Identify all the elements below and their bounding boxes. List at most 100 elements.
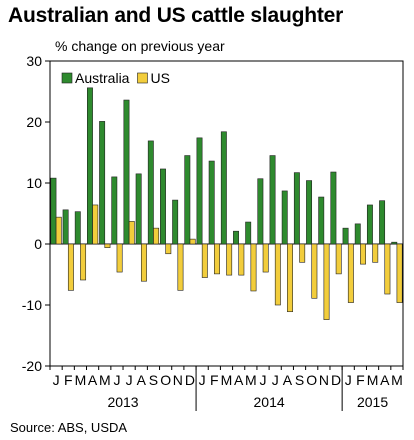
us-bar [287, 243, 293, 313]
y-axis-unit-label: % change on previous year [55, 38, 225, 54]
month-label: M [245, 372, 257, 388]
legend-swatch-australia [61, 72, 73, 84]
australia-bar [257, 178, 264, 245]
us-bar [226, 243, 233, 276]
australia-bar [160, 168, 166, 245]
month-label: J [126, 372, 133, 388]
y-tick-label: -20 [22, 358, 42, 374]
month-label: J [272, 372, 279, 388]
y-tick-label: 20 [26, 114, 42, 130]
month-label: A [88, 372, 98, 388]
us-bar [165, 243, 172, 255]
plot-frame [49, 60, 404, 367]
australia-bar [111, 176, 118, 245]
year-label: 2015 [357, 394, 388, 410]
australia-bar [220, 131, 227, 245]
us-bar [323, 243, 330, 320]
y-tick-label: 0 [34, 236, 42, 252]
month-label: F [210, 372, 219, 388]
australia-bar [172, 199, 179, 245]
us-bar [372, 243, 379, 263]
month-label: J [113, 372, 120, 388]
month-label: M [75, 372, 87, 388]
us-bar [335, 243, 342, 275]
australia-bar [135, 173, 142, 245]
month-label: A [283, 372, 293, 388]
us-bar [238, 243, 245, 276]
australia-bar [208, 160, 215, 245]
month-label: J [345, 372, 352, 388]
y-tick-label: 30 [26, 53, 42, 69]
australia-bar [330, 171, 337, 245]
australia-bar [245, 221, 252, 245]
australia-bar [281, 190, 288, 245]
australia-bar [196, 137, 203, 245]
month-label: F [64, 372, 73, 388]
us-bar [67, 243, 74, 291]
australia-bar [50, 177, 57, 245]
month-label: N [319, 372, 329, 388]
us-bar [104, 243, 111, 248]
month-label: A [380, 372, 390, 388]
australia-bar [391, 241, 398, 245]
australia-bar [354, 223, 361, 245]
y-tick-label: 10 [26, 175, 42, 191]
legend-swatch-us [137, 72, 148, 84]
us-bar [347, 243, 354, 303]
month-label: J [199, 372, 206, 388]
year-label: 2014 [254, 394, 285, 410]
us-bar [214, 243, 220, 275]
us-bar [360, 243, 366, 265]
month-label: S [295, 372, 304, 388]
month-label: F [356, 372, 365, 388]
legend-label-us: US [150, 70, 169, 86]
australia-bar [318, 196, 325, 245]
us-bar [116, 243, 123, 273]
month-label: M [221, 372, 233, 388]
month-label: A [137, 372, 147, 388]
us-bar [92, 204, 99, 245]
australia-bar [342, 227, 349, 245]
month-label: M [367, 372, 379, 388]
us-bar [384, 243, 391, 295]
us-bar [189, 238, 196, 245]
australia-bar [269, 155, 276, 245]
australia-bar [366, 204, 373, 245]
month-label: A [234, 372, 244, 388]
us-bar [262, 243, 269, 273]
us-bar [396, 243, 403, 303]
month-label: D [331, 372, 341, 388]
month-label: J [53, 372, 60, 388]
us-bar [55, 216, 62, 245]
australia-bar [379, 200, 386, 245]
australia-bar [123, 99, 130, 245]
us-bar [201, 243, 208, 278]
us-bar [128, 221, 135, 245]
year-label: 2013 [107, 394, 138, 410]
month-label: J [260, 372, 267, 388]
month-label: O [160, 372, 171, 388]
source-note: Source: ABS, USDA [10, 420, 128, 435]
australia-bar [293, 172, 300, 245]
y-tick-label: -10 [22, 297, 42, 313]
us-bar [140, 243, 147, 282]
australia-bar [233, 230, 239, 245]
us-bar [177, 243, 184, 291]
australia-bar [87, 87, 93, 245]
australia-bar [99, 121, 106, 245]
month-label: N [173, 372, 183, 388]
month-label: M [99, 372, 111, 388]
us-bar [250, 243, 257, 292]
month-label: O [306, 372, 317, 388]
month-label: D [185, 372, 195, 388]
australia-bar [62, 209, 69, 245]
australia-bar [306, 180, 313, 245]
us-bar [274, 243, 281, 306]
chart-title: Australian and US cattle slaughter [8, 4, 344, 27]
australia-bar [74, 211, 81, 245]
australia-bar [184, 155, 191, 245]
month-label: M [391, 372, 403, 388]
us-bar [299, 243, 306, 263]
us-bar [311, 243, 318, 299]
